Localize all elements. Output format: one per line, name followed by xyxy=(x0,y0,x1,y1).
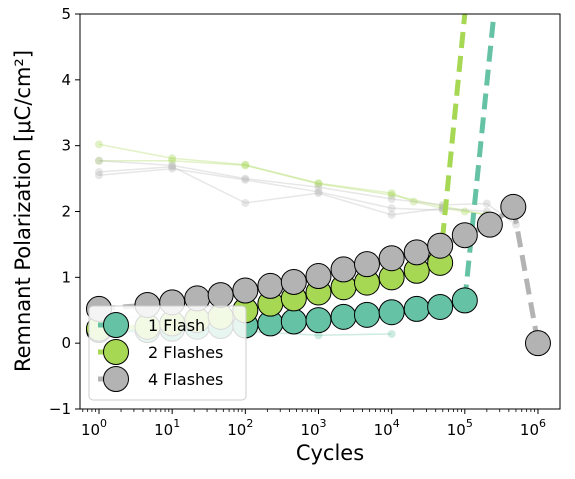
y-axis-label: Remnant Polarization [μC/cm²] xyxy=(11,50,35,372)
legend-label: 2 Flashes xyxy=(148,343,223,362)
y-tick-label: 3 xyxy=(61,137,71,155)
x-tick-exponent: 4 xyxy=(393,417,400,430)
series-point xyxy=(427,293,454,320)
series-point xyxy=(427,232,454,259)
series-point xyxy=(330,303,357,330)
x-tick-exponent: 6 xyxy=(539,417,546,430)
faint-series-point xyxy=(94,171,103,180)
faint-series-line xyxy=(98,165,487,216)
faint-series-line xyxy=(98,167,443,211)
legend-marker xyxy=(103,312,129,338)
faint-series-point xyxy=(314,187,323,196)
x-tick-exponent: 5 xyxy=(466,417,473,430)
faint-series-point xyxy=(168,164,177,173)
series-point xyxy=(378,245,405,272)
faint-series-point xyxy=(168,161,177,170)
series-point xyxy=(305,263,332,290)
faint-series-point xyxy=(241,175,250,184)
dashed-tail-layer xyxy=(437,14,497,301)
legend: 1 Flash 2 Flashes 4 Flashes xyxy=(88,305,247,401)
faint-series-point xyxy=(241,198,250,207)
x-axis-label: Cycles xyxy=(296,441,364,465)
y-tick-label: 5 xyxy=(61,5,71,23)
faint-series-point xyxy=(241,161,250,170)
series-dashed-tail xyxy=(437,14,468,264)
y-axis-ticks: −1 0 1 2 3 4 5 xyxy=(49,5,80,418)
faint-series-point xyxy=(387,189,396,198)
faint-series-point xyxy=(460,207,469,216)
faint-series-point xyxy=(94,156,103,165)
legend-label: 1 Flash xyxy=(148,316,205,335)
faint-series-point xyxy=(387,210,396,219)
series-point xyxy=(403,295,430,322)
faint-series-point xyxy=(314,331,323,340)
faint-series-point xyxy=(168,154,177,163)
series-point xyxy=(378,299,405,326)
faint-series-point xyxy=(387,204,396,213)
series-point xyxy=(330,256,357,283)
series-point xyxy=(403,239,430,266)
faint-series-point xyxy=(482,199,491,208)
faint-series-line xyxy=(99,160,487,216)
y-tick-label: 0 xyxy=(61,334,71,352)
faint-series-point xyxy=(94,168,103,176)
series-point xyxy=(500,193,527,220)
faint-series-point xyxy=(387,329,396,338)
legend-marker xyxy=(103,366,129,392)
y-tick-label: −1 xyxy=(49,400,71,418)
series-point xyxy=(257,272,284,299)
faint-series-line xyxy=(98,160,517,226)
series-point xyxy=(353,301,380,328)
faint-series-point xyxy=(409,197,418,206)
series-point xyxy=(476,211,503,238)
series-point xyxy=(353,251,380,278)
series-point xyxy=(451,287,478,314)
x-tick-exponent: 1 xyxy=(173,417,180,430)
series-point xyxy=(524,330,551,357)
faint-series-line xyxy=(98,143,487,216)
faint-series-point xyxy=(241,160,250,169)
legend-marker xyxy=(103,339,129,365)
faint-series-point xyxy=(168,162,177,171)
x-tick-exponent: 3 xyxy=(320,417,327,430)
legend-label: 4 Flashes xyxy=(148,370,223,389)
series-point xyxy=(451,222,478,249)
faint-series-point xyxy=(314,179,323,188)
faint-series-point xyxy=(94,140,103,149)
x-tick-exponent: 2 xyxy=(246,417,253,430)
series-point xyxy=(280,268,307,295)
series-point xyxy=(305,307,332,334)
y-tick-label: 4 xyxy=(61,71,71,89)
faint-series-point xyxy=(314,189,323,198)
faint-series-point xyxy=(314,179,323,188)
x-tick-exponent: 0 xyxy=(100,417,107,430)
faint-series-point xyxy=(241,174,250,183)
faint-series-point xyxy=(94,156,103,165)
faint-series-point xyxy=(387,191,396,200)
y-tick-label: 1 xyxy=(61,268,71,286)
faint-series-point xyxy=(168,156,177,165)
faint-series-point xyxy=(387,194,396,203)
series-point xyxy=(207,282,234,309)
y-tick-label: 2 xyxy=(61,203,71,221)
series-point xyxy=(232,277,259,304)
faint-series-point xyxy=(314,183,323,192)
series-point xyxy=(280,308,307,335)
